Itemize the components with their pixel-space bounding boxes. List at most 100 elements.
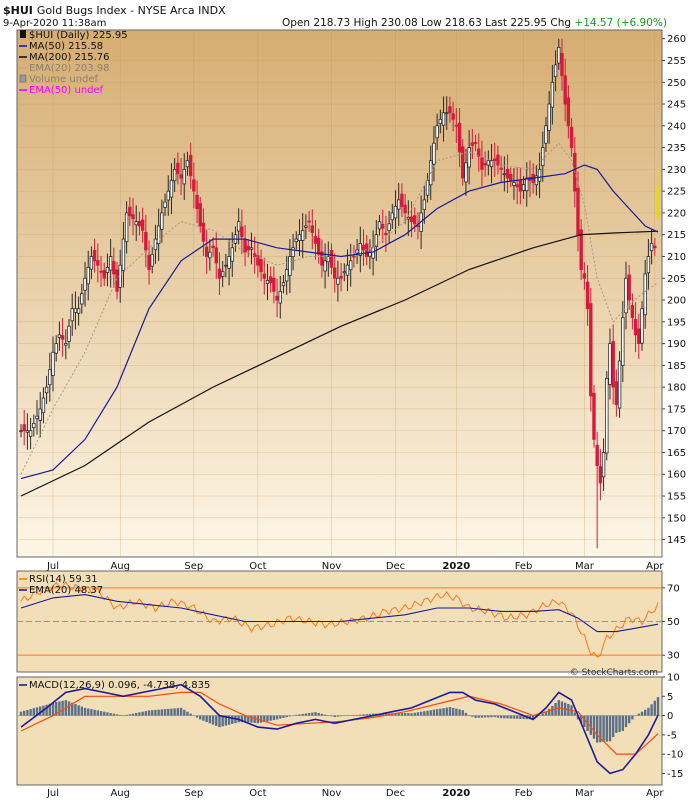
candle-body (541, 147, 545, 167)
price-tick-label: 150 (667, 513, 686, 524)
macd-histogram-bar (631, 715, 634, 720)
x-month-label-bottom: Sep (184, 788, 203, 799)
macd-histogram-bar (323, 714, 327, 716)
macd-histogram-bar (583, 715, 586, 728)
macd-histogram-bar (643, 709, 647, 716)
candle-body (512, 182, 516, 186)
candle-body (38, 408, 42, 421)
quote-line: Open 218.73 High 230.08 Low 218.63 Last … (282, 17, 667, 29)
x-month-label-bottom: Mar (575, 788, 595, 799)
macd-histogram-bar (551, 705, 554, 716)
macd-histogram-bar (435, 709, 439, 716)
price-tick-label: 175 (667, 404, 686, 415)
candle-body (156, 225, 161, 245)
candle-body (188, 155, 193, 177)
rsi-tick-label: 70 (667, 583, 680, 594)
macd-histogram-bar (170, 708, 173, 716)
candle-body (179, 174, 183, 179)
candle-body (493, 158, 497, 162)
candle-body (576, 187, 580, 236)
macd-histogram-bar (346, 715, 349, 717)
macd-legend-entry: MACD(12,26,9) 0.096, -4.738, 4.835 (29, 680, 210, 691)
candle-body (544, 125, 548, 144)
x-month-label-bottom: Jul (46, 788, 59, 799)
macd-histogram-bar (618, 715, 621, 732)
candle-body (320, 251, 324, 266)
rsi-tick-label: 30 (667, 651, 680, 662)
candle-body (416, 225, 420, 228)
macd-histogram-bar (419, 711, 423, 716)
macd-histogram-bar (647, 707, 650, 716)
macd-histogram-bar (125, 714, 128, 716)
candle-body (195, 194, 199, 209)
candle-body (582, 273, 587, 279)
candle-body (592, 392, 596, 440)
macd-histogram-bar (371, 713, 375, 716)
macd-histogram-bar (291, 715, 295, 717)
macd-histogram-bar (112, 713, 116, 716)
open-value: 218.73 (313, 17, 353, 29)
price-tick-label: 255 (667, 56, 686, 67)
macd-histogram-bar (432, 709, 436, 716)
macd-histogram-bar (128, 714, 132, 716)
macd-histogram-bar (471, 715, 474, 717)
candle-body (579, 229, 583, 270)
x-month-label-bottom: Oct (249, 788, 266, 799)
macd-histogram-bar (608, 715, 612, 742)
macd-histogram-bar (186, 711, 189, 716)
macd-histogram-bar (243, 715, 247, 722)
candle-body (230, 247, 234, 262)
price-tick-label: 235 (667, 143, 686, 154)
macd-histogram-bar (231, 715, 234, 724)
candle-body (265, 280, 270, 284)
macd-tick-label: 0 (667, 711, 673, 722)
macd-histogram-bar (55, 702, 58, 716)
candle-body (208, 251, 212, 259)
low-label: Low (421, 17, 445, 29)
candle-body (470, 142, 475, 146)
macd-histogram-bar (381, 713, 384, 716)
macd-tick-label: -15 (667, 769, 683, 780)
candle-body (502, 173, 507, 176)
candle-body (381, 223, 385, 229)
macd-histogram-bar (362, 714, 365, 716)
candle-body (192, 179, 196, 192)
candle-body (560, 53, 564, 77)
macd-histogram-bar (384, 713, 388, 716)
macd-histogram-bar (208, 715, 212, 724)
candle-body (483, 162, 487, 166)
price-tick-label: 245 (667, 100, 686, 111)
candle-body (243, 238, 247, 253)
macd-histogram-bar (67, 701, 71, 716)
candle-body (25, 430, 30, 433)
candle-body (147, 255, 151, 270)
x-month-label: Dec (386, 561, 405, 572)
candle-body (403, 204, 407, 214)
macd-histogram-bar (39, 706, 42, 716)
candle-body (201, 222, 206, 242)
macd-histogram-bar (403, 713, 407, 716)
macd-histogram-bar (19, 711, 23, 716)
candle-body (387, 223, 391, 232)
macd-histogram-bar (211, 715, 215, 725)
candle-body (89, 256, 94, 270)
candle-body (422, 199, 427, 211)
candle-body (211, 245, 215, 249)
candle-body (96, 260, 100, 266)
candle-body (124, 212, 129, 243)
macd-histogram-bar (221, 715, 224, 727)
candle-body (473, 142, 478, 144)
macd-histogram-bar (355, 714, 359, 716)
candle-body (400, 193, 404, 207)
macd-histogram-bar (352, 715, 356, 716)
chart-header-datetime: 9-Apr-2020 11:38am (3, 18, 106, 29)
price-tick-label: 190 (667, 339, 686, 350)
candle-body (284, 269, 289, 282)
candle-body (288, 256, 292, 276)
macd-histogram-bar (103, 711, 106, 716)
macd-histogram-bar (320, 713, 324, 716)
macd-histogram-bar (259, 715, 263, 723)
price-tick-label: 185 (667, 361, 686, 372)
macd-histogram-bar (621, 715, 624, 731)
candle-body (358, 243, 363, 256)
